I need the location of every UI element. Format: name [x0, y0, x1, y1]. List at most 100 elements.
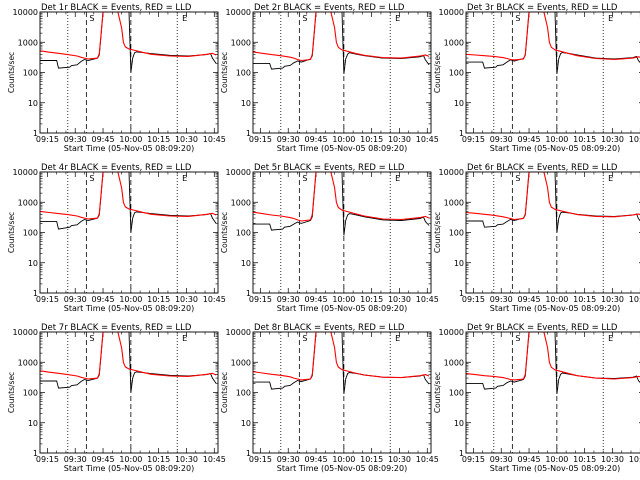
x-tick-label: 10:15 — [360, 135, 383, 144]
event-symbol-label: S — [89, 14, 94, 23]
y-tick-label: 1000 — [444, 38, 464, 47]
x-tick-label: 10:30 — [175, 455, 198, 464]
series-line-red — [40, 12, 217, 60]
chart-title: Det 6r BLACK = Events, RED = LLD — [467, 163, 618, 173]
series-line-black — [466, 172, 640, 233]
x-tick-label: 10:45 — [203, 295, 226, 304]
x-tick-label: 10:15 — [360, 295, 383, 304]
y-tick-label: 10 — [241, 99, 251, 108]
series-line-black — [253, 172, 430, 236]
x-tick-label: 09:30 — [64, 295, 87, 304]
event-symbol-label: S — [515, 174, 520, 183]
y-axis-label: Counts/sec — [7, 212, 16, 253]
x-tick-label: 09:30 — [490, 295, 513, 304]
series-line-red — [466, 172, 640, 221]
y-tick-label: 1000 — [444, 198, 464, 207]
chart-title: Det 2r BLACK = Events, RED = LLD — [254, 3, 405, 13]
event-symbol-label: E — [395, 174, 400, 183]
event-symbol-label: E — [608, 334, 613, 343]
x-tick-label: 10:45 — [203, 455, 226, 464]
x-tick-label: 10:15 — [573, 455, 596, 464]
y-tick-label: 1000 — [18, 38, 38, 47]
y-tick-label: 10000 — [439, 8, 464, 17]
y-tick-label: 1 — [246, 449, 251, 458]
y-axis-label: Counts/sec — [220, 212, 229, 253]
x-axis-label: Start Time (05-Nov-05 08:09:20) — [277, 464, 407, 473]
x-tick-label: 09:45 — [305, 135, 328, 144]
x-axis-label: Start Time (05-Nov-05 08:09:20) — [64, 464, 194, 473]
event-symbol-label: S — [89, 334, 94, 343]
y-tick-label: 10000 — [226, 168, 251, 177]
series-line-red — [253, 172, 430, 222]
plot-frame — [39, 331, 219, 454]
y-axis-label: Counts/sec — [220, 372, 229, 413]
x-tick-label: 10:30 — [175, 295, 198, 304]
event-symbol-label: E — [608, 14, 613, 23]
y-axis-label: Counts/sec — [7, 52, 16, 93]
series-line-red — [40, 332, 217, 380]
y-tick-label: 1000 — [444, 358, 464, 367]
plot-frame — [465, 331, 640, 454]
x-tick-label: 09:15 — [462, 135, 485, 144]
y-tick-label: 1 — [33, 449, 38, 458]
x-tick-label: 10:00 — [332, 135, 355, 144]
y-tick-label: 10 — [241, 419, 251, 428]
y-tick-label: 1000 — [231, 358, 251, 367]
x-tick-label: 10:15 — [147, 455, 170, 464]
x-tick-label: 10:30 — [388, 455, 411, 464]
chart-panel-6: Det 6r BLACK = Events, RED = LLD 1 10 100 10… — [433, 163, 640, 313]
event-symbol-label: E — [182, 334, 187, 343]
y-tick-label: 100 — [23, 69, 38, 78]
y-tick-label: 100 — [236, 69, 251, 78]
plot-frame — [39, 11, 219, 134]
x-tick-label: 09:45 — [518, 295, 541, 304]
x-tick-label: 09:15 — [36, 455, 59, 464]
chart-title: Det 8r BLACK = Events, RED = LLD — [254, 323, 405, 333]
x-tick-label: 10:30 — [601, 135, 624, 144]
x-tick-label: 09:15 — [249, 135, 272, 144]
event-symbol-label: E — [395, 14, 400, 23]
plot-frame — [252, 331, 432, 454]
y-tick-label: 10 — [454, 99, 464, 108]
series-line-black — [40, 172, 217, 233]
chart-title: Det 9r BLACK = Events, RED = LLD — [467, 323, 618, 333]
x-tick-label: 09:45 — [92, 295, 115, 304]
x-tick-label: 09:45 — [92, 135, 115, 144]
event-symbol-label: S — [302, 14, 307, 23]
series-line-red — [466, 332, 640, 381]
series-line-black — [40, 332, 217, 393]
x-tick-label: 10:00 — [545, 135, 568, 144]
x-tick-label: 09:30 — [277, 455, 300, 464]
x-tick-label: 09:15 — [249, 455, 272, 464]
x-tick-label: 10:15 — [147, 295, 170, 304]
y-tick-label: 100 — [23, 389, 38, 398]
y-tick-label: 100 — [449, 389, 464, 398]
x-tick-label: 09:45 — [518, 455, 541, 464]
chart-panel-9: Det 9r BLACK = Events, RED = LLD 1 10 100 10… — [433, 323, 640, 473]
y-axis-label: Counts/sec — [7, 372, 16, 413]
series-line-black — [253, 332, 430, 394]
chart-panel-1: Det 1r BLACK = Events, RED = LLD 1 10 100 10… — [7, 3, 226, 153]
x-tick-label: 10:45 — [416, 135, 439, 144]
x-tick-label: 10:15 — [147, 135, 170, 144]
chart-panel-8: Det 8r BLACK = Events, RED = LLD 1 10 100 10… — [220, 323, 439, 473]
y-tick-label: 1 — [33, 129, 38, 138]
chart-title: Det 5r BLACK = Events, RED = LLD — [254, 163, 405, 173]
x-tick-label: 10:15 — [573, 295, 596, 304]
y-tick-label: 10 — [28, 99, 38, 108]
event-symbol-label: E — [395, 334, 400, 343]
chart-title: Det 4r BLACK = Events, RED = LLD — [41, 163, 192, 173]
x-axis-label: Start Time (05-Nov-05 08:09:20) — [277, 144, 407, 153]
y-tick-label: 100 — [23, 229, 38, 238]
y-tick-label: 10000 — [226, 328, 251, 337]
x-axis-label: Start Time (05-Nov-05 08:09:20) — [64, 144, 194, 153]
series-line-black — [40, 12, 217, 73]
y-tick-label: 10000 — [13, 168, 38, 177]
x-tick-label: 10:30 — [388, 295, 411, 304]
x-axis-label: Start Time (05-Nov-05 08:09:20) — [277, 304, 407, 313]
event-symbol-label: E — [182, 174, 187, 183]
y-tick-label: 10 — [28, 419, 38, 428]
chart-title: Det 3r BLACK = Events, RED = LLD — [467, 3, 618, 13]
x-tick-label: 10:45 — [416, 455, 439, 464]
series-line-black — [466, 332, 640, 394]
